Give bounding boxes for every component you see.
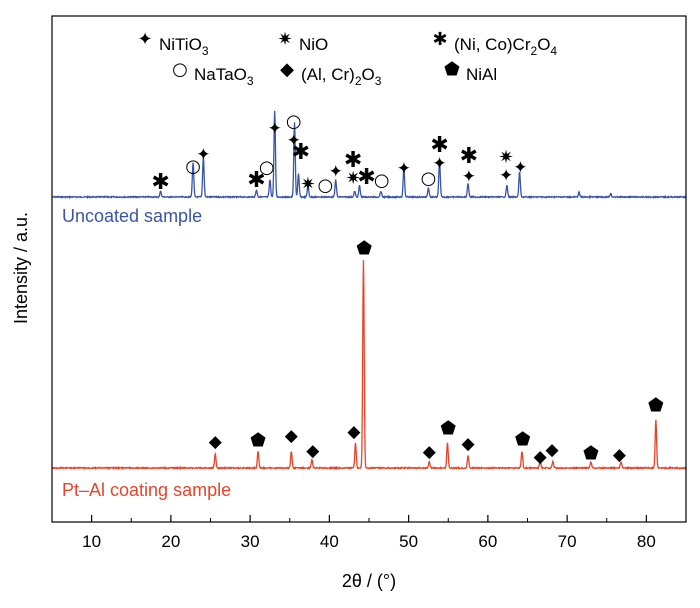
uncoated-four-point-star-icon: ✦: [499, 166, 513, 186]
uncoated-trace: [52, 110, 687, 200]
legend-label-3: (Ni, Co)Cr2O4: [454, 35, 557, 58]
peak-markers: ✱○✦✱○✦ ○✦✱✷ ○✦ ✱✷✱○✦ ○✱✦ ✱✦✷✦ ✦◆ ⬟ ◆◆◆⬟◆⬟◆ ⬟◆◆ ⬟ ◆⬟: [151, 111, 664, 467]
pt-al-coating-pentagon-icon: ⬟: [583, 443, 599, 464]
legend-eight-point-star-icon: ✷: [277, 29, 292, 50]
legend-open-circle-icon: ○: [172, 59, 188, 80]
uncoated-asterisk-icon: ✱: [460, 144, 478, 169]
x-tick-label-20: 20: [161, 532, 180, 551]
plot-series: Uncoated sample Pt–Al coating sample: [52, 110, 687, 500]
legend-diamond-icon: ◆: [280, 59, 294, 80]
pt-al-coating-pentagon-icon: ⬟: [648, 395, 664, 416]
uncoated-asterisk-icon: ✱: [357, 165, 375, 190]
uncoated-open-circle-icon: ○: [185, 156, 201, 177]
uncoated-open-circle-icon: ○: [318, 175, 334, 196]
uncoated-four-point-star-icon: ✦: [397, 159, 411, 179]
pt-al-coating-pentagon-icon: ⬟: [356, 238, 372, 259]
uncoated-open-circle-icon: ○: [374, 170, 390, 191]
x-tick-label-10: 10: [82, 532, 101, 551]
x-axis-label: 2θ / (°): [342, 571, 396, 591]
x-tick-label-30: 30: [241, 532, 260, 551]
pt-al-coating-diamond-icon: ◆: [306, 441, 320, 461]
pt-al-coating-diamond-icon: ◆: [546, 440, 560, 460]
uncoated-eight-point-star-icon: ✷: [346, 168, 361, 189]
uncoated-asterisk-icon: ✱: [344, 148, 362, 173]
y-axis-label: Intensity / a.u.: [11, 212, 31, 324]
x-tick-label-50: 50: [399, 532, 418, 551]
x-tick-label-70: 70: [558, 532, 577, 551]
pt-al-coating-pentagon-icon: ⬟: [250, 430, 266, 451]
legend-label-4: NaTaO3: [194, 65, 254, 88]
pt-al-coating-pentagon-icon: ⬟: [440, 418, 456, 439]
uncoated-four-point-star-icon: ✦: [268, 119, 282, 139]
pt-al-coating-diamond-icon: ◆: [347, 422, 361, 442]
uncoated-asterisk-icon: ✱: [292, 140, 310, 165]
uncoated-four-point-star-icon: ✦: [196, 145, 210, 165]
uncoated-label: Uncoated sample: [62, 206, 202, 226]
uncoated-asterisk-icon: ✱: [430, 133, 448, 158]
uncoated-four-point-star-icon: ✦: [287, 131, 301, 151]
legend-label-2: NiO: [299, 35, 328, 54]
x-tick-label-80: 80: [637, 532, 656, 551]
legend-label-1: NiTiO3: [159, 35, 209, 58]
uncoated-open-circle-icon: ○: [421, 168, 437, 189]
uncoated-four-point-star-icon: ✦: [462, 167, 476, 187]
uncoated-asterisk-icon: ✱: [247, 168, 265, 193]
pt-al-coating-diamond-icon: ◆: [423, 442, 437, 462]
x-tick-label-60: 60: [478, 532, 497, 551]
pt-al-coating-trace: [52, 260, 687, 471]
uncoated-four-point-star-icon: ✦: [513, 158, 527, 178]
uncoated-four-point-star-icon: ✦: [432, 154, 446, 174]
legend-label-5: (Al, Cr)2O3: [301, 65, 382, 88]
pt-al-coating-diamond-icon: ◆: [534, 447, 548, 467]
uncoated-eight-point-star-icon: ✷: [300, 174, 315, 195]
legend: ✦ NiTiO3 ✷ NiO ✱ (Ni, Co)Cr2O4 ○ NaTaO3 ◆ (Al, Cr…: [137, 29, 557, 88]
pt-al-coating-label: Pt–Al coating sample: [62, 480, 231, 500]
legend-pentagon-icon: ⬟: [444, 59, 460, 80]
pt-al-coating-diamond-icon: ◆: [209, 432, 223, 452]
uncoated-eight-point-star-icon: ✷: [499, 147, 514, 168]
legend-label-6: NiAl: [466, 65, 497, 84]
uncoated-asterisk-icon: ✱: [151, 170, 169, 195]
pt-al-coating-pentagon-icon: ⬟: [515, 429, 531, 450]
pt-al-coating-diamond-icon: ◆: [285, 426, 299, 446]
uncoated-open-circle-icon: ○: [286, 111, 302, 132]
legend-four-point-star-icon: ✦: [137, 29, 152, 50]
legend-asterisk-icon: ✱: [432, 29, 447, 50]
pt-al-coating-diamond-icon: ◆: [613, 445, 627, 465]
pt-al-coating-diamond-icon: ◆: [462, 434, 476, 454]
x-tick-label-40: 40: [320, 532, 339, 551]
uncoated-four-point-star-icon: ✦: [329, 162, 343, 182]
uncoated-open-circle-icon: ○: [259, 157, 275, 178]
x-axis: 10 20 30 40 50 60 70 80 2θ / (°): [82, 515, 687, 591]
